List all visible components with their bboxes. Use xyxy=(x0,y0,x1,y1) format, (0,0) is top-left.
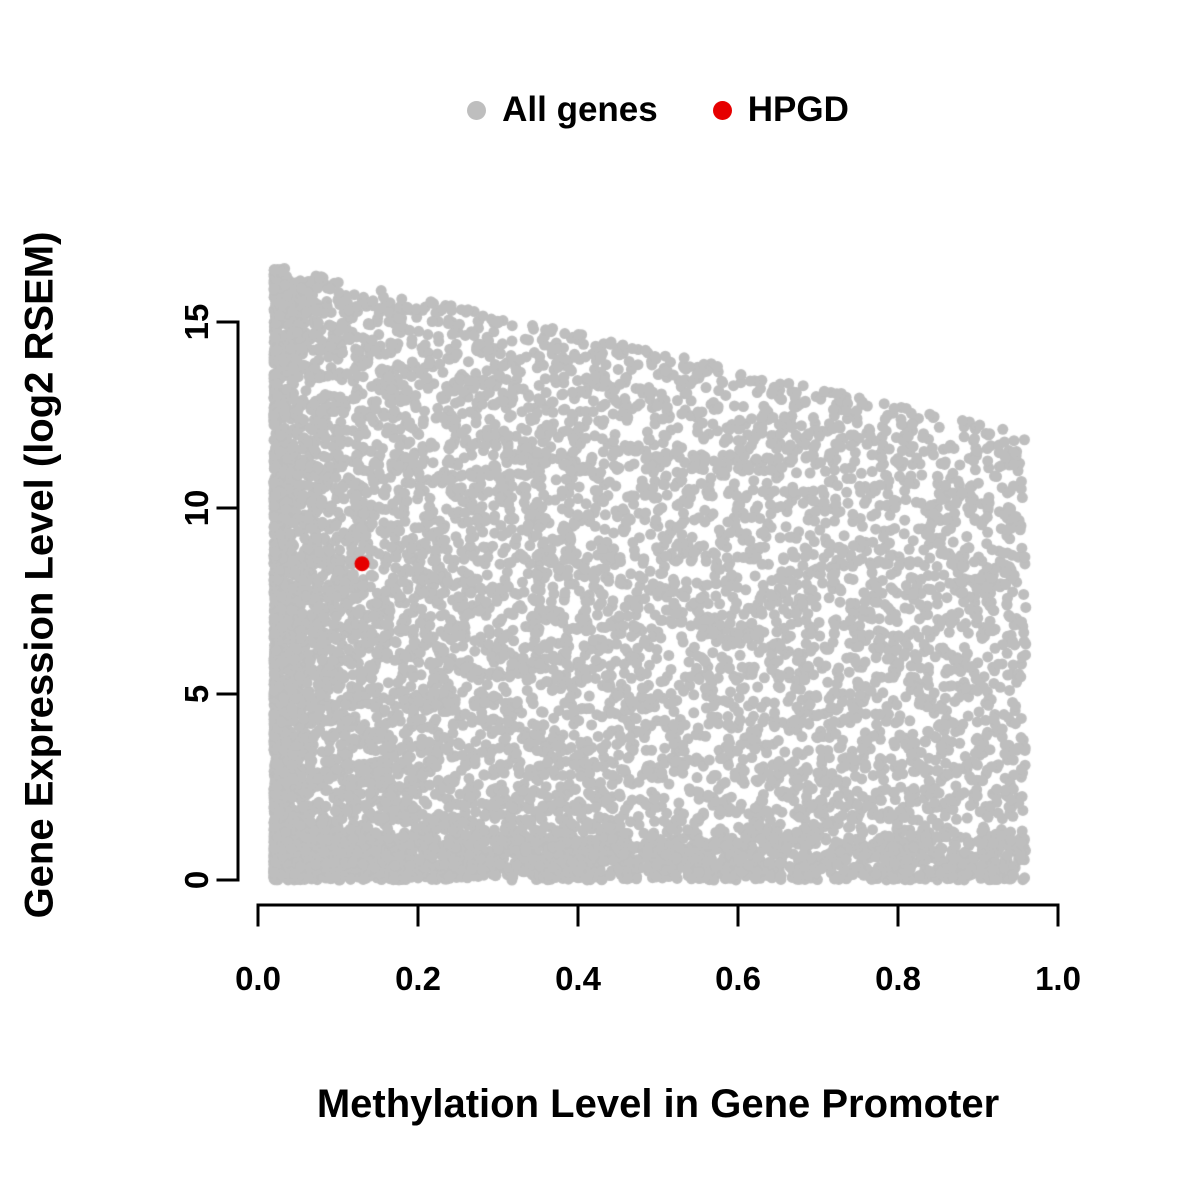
y-tick-label: 15 xyxy=(178,303,215,341)
x-tick-label: 0.2 xyxy=(395,960,441,997)
x-tick-label: 1.0 xyxy=(1035,960,1081,997)
legend-label-all-genes: All genes xyxy=(502,90,658,129)
y-axis-title: Gene Expression Level (log2 RSEM) xyxy=(17,231,62,919)
legend-label-hpgd: HPGD xyxy=(747,90,849,129)
y-tick-label: 0 xyxy=(178,870,215,890)
x-tick-label: 0.0 xyxy=(235,960,281,997)
x-tick-label: 0.6 xyxy=(715,960,761,997)
x-tick-label: 0.8 xyxy=(875,960,921,997)
y-tick-label: 5 xyxy=(178,684,215,704)
legend-entry-all-genes: All genes xyxy=(467,90,658,130)
legend-entry-hpgd: HPGD xyxy=(712,90,849,130)
legend-dot-all-genes xyxy=(467,100,487,120)
legend: All genes HPGD xyxy=(258,84,1058,136)
y-tick-label: 10 xyxy=(178,489,215,527)
x-tick-label: 0.4 xyxy=(555,960,601,997)
legend-dot-hpgd xyxy=(712,100,732,120)
x-axis-title: Methylation Level in Gene Promoter xyxy=(316,1082,1000,1126)
